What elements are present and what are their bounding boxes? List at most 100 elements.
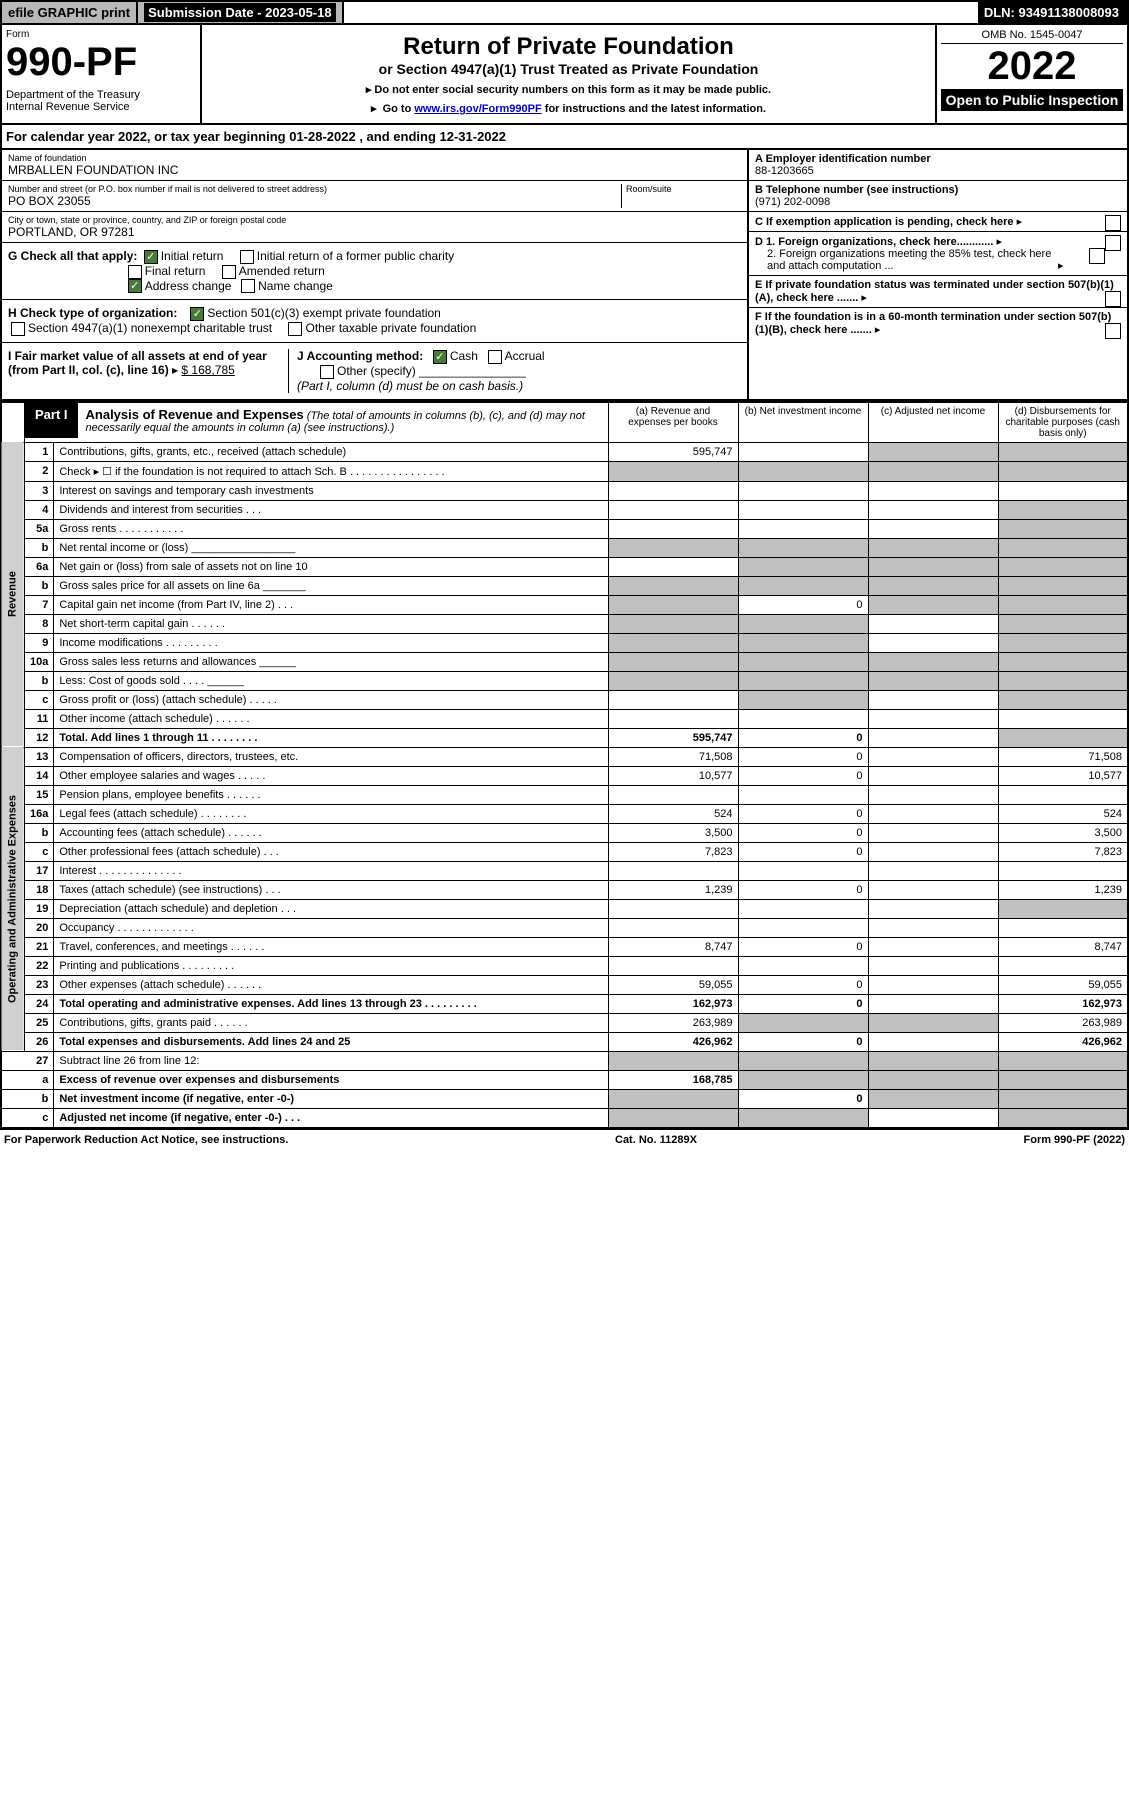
address: PO BOX 23055 [8,194,621,208]
row-number: 10a [25,652,54,671]
table-cell [868,804,998,823]
table-cell [868,1032,998,1051]
chk-4947[interactable] [11,322,25,336]
row-desc: Net short-term capital gain . . . . . . [54,614,608,633]
table-cell [998,481,1128,500]
table-cell: 0 [738,823,868,842]
table-row: 17Interest . . . . . . . . . . . . . . [1,861,1128,880]
chk-d1[interactable] [1105,235,1121,251]
row-number: 22 [25,956,54,975]
table-cell [608,671,738,690]
irs-link[interactable]: www.irs.gov/Form990PF [414,103,541,115]
row-desc: Gross sales less returns and allowances … [54,652,608,671]
table-cell [868,652,998,671]
chk-other-tax[interactable] [288,322,302,336]
table-cell: 71,508 [608,747,738,766]
chk-other-method[interactable] [320,365,334,379]
table-cell [868,880,998,899]
chk-address-change[interactable] [128,279,142,293]
table-cell [868,709,998,728]
table-row: bNet rental income or (loss) ___________… [1,538,1128,557]
table-cell [868,671,998,690]
room-label: Room/suite [626,184,741,194]
table-cell [868,595,998,614]
table-row: 8Net short-term capital gain . . . . . . [1,614,1128,633]
table-cell [868,937,998,956]
g-section: G Check all that apply: Initial return I… [2,243,747,300]
row-desc: Pension plans, employee benefits . . . .… [54,785,608,804]
table-cell [738,671,868,690]
table-row: 19Depreciation (attach schedule) and dep… [1,899,1128,918]
chk-501c3[interactable] [190,307,204,321]
table-cell [998,1051,1128,1070]
table-cell [608,519,738,538]
row-number: 9 [25,633,54,652]
table-cell [608,557,738,576]
chk-final-return[interactable] [128,265,142,279]
chk-f[interactable] [1105,323,1121,339]
chk-d2[interactable] [1089,248,1105,264]
ij-section: I Fair market value of all assets at end… [2,343,747,399]
form-subtitle: or Section 4947(a)(1) Trust Treated as P… [210,61,927,77]
col-d: (d) Disbursements for charitable purpose… [998,402,1128,443]
table-cell: 10,577 [998,766,1128,785]
table-row: 14Other employee salaries and wages . . … [1,766,1128,785]
city-label: City or town, state or province, country… [8,215,741,225]
efile-label[interactable]: efile GRAPHIC print [2,2,138,23]
h-section: H Check type of organization: Section 50… [2,300,747,343]
chk-e[interactable] [1105,291,1121,307]
chk-accrual[interactable] [488,350,502,364]
table-cell [868,500,998,519]
calendar-year: For calendar year 2022, or tax year begi… [0,125,1129,150]
table-cell [868,975,998,994]
table-row: 22Printing and publications . . . . . . … [1,956,1128,975]
table-cell: 524 [998,804,1128,823]
row-number: 16a [25,804,54,823]
d1-label: D 1. Foreign organizations, check here..… [755,236,993,248]
row-number: 20 [25,918,54,937]
table-cell [608,861,738,880]
table-cell [738,461,868,481]
e-label: E If private foundation status was termi… [755,279,1114,304]
table-row: bNet investment income (if negative, ent… [1,1089,1128,1108]
table-cell [998,861,1128,880]
table-row: Operating and Administrative Expenses13C… [1,747,1128,766]
table-cell: 168,785 [608,1070,738,1089]
table-cell: 426,962 [608,1032,738,1051]
table-cell [868,823,998,842]
table-cell [998,461,1128,481]
table-cell [738,1013,868,1032]
chk-initial-former[interactable] [240,250,254,264]
table-cell [608,956,738,975]
chk-name-change[interactable] [241,279,255,293]
address-label: Number and street (or P.O. box number if… [8,184,621,194]
table-cell [608,538,738,557]
chk-initial-return[interactable] [144,250,158,264]
dln: DLN: 93491138008093 [978,2,1127,23]
row-desc: Capital gain net income (from Part IV, l… [54,595,608,614]
row-number: 18 [25,880,54,899]
chk-amended[interactable] [222,265,236,279]
table-cell [998,1089,1128,1108]
d2-label: 2. Foreign organizations meeting the 85%… [755,248,1055,272]
table-cell [998,785,1128,804]
row-number: b [1,1089,54,1108]
ein: 88-1203665 [755,165,814,177]
table-cell [738,633,868,652]
table-cell: 0 [738,747,868,766]
table-cell: 3,500 [998,823,1128,842]
row-desc: Gross profit or (loss) (attach schedule)… [54,690,608,709]
row-desc: Taxes (attach schedule) (see instruction… [54,880,608,899]
row-number: 27 [1,1051,54,1070]
row-number: 7 [25,595,54,614]
f-label: F If the foundation is in a 60-month ter… [755,311,1111,336]
row-number: 1 [25,442,54,461]
table-row: 20Occupancy . . . . . . . . . . . . . [1,918,1128,937]
table-cell [868,899,998,918]
chk-cash[interactable] [433,350,447,364]
table-row: cGross profit or (loss) (attach schedule… [1,690,1128,709]
form-label: Form [6,29,196,40]
row-desc: Interest on savings and temporary cash i… [54,481,608,500]
chk-c[interactable] [1105,215,1121,231]
table-cell [868,442,998,461]
